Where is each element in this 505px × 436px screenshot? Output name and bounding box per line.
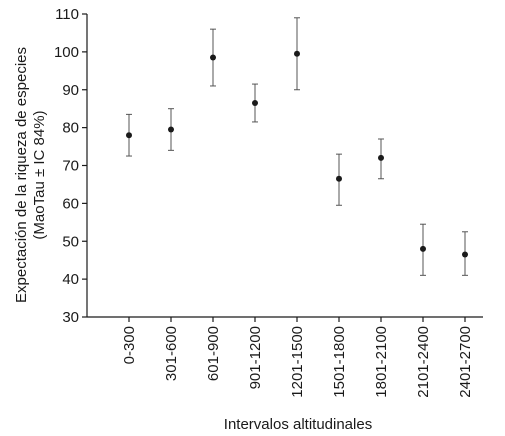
x-tick-label: 0-300 <box>121 326 138 364</box>
y-axis-title-line2: (MaoTau ± IC 84%) <box>31 110 48 239</box>
data-point <box>462 251 468 258</box>
x-tick-label: 2101-2400 <box>415 326 432 398</box>
data-point <box>210 54 216 61</box>
data-point <box>126 132 132 139</box>
x-tick-label: 901-1200 <box>247 326 264 389</box>
y-tick-label: 100 <box>54 44 79 61</box>
data-marks <box>126 17 468 276</box>
y-tick-label: 90 <box>62 82 79 99</box>
y-tick-label: 30 <box>62 309 79 326</box>
data-point <box>294 50 300 57</box>
data-point <box>420 245 426 252</box>
y-tick-label: 70 <box>62 158 79 175</box>
y-tick-label: 50 <box>62 233 79 250</box>
y-tick-label: 80 <box>62 120 79 137</box>
x-axis-ticks: 0-300 301-600 601-900 901-1200 1201-1500 1501… <box>121 317 474 398</box>
y-tick-label: 40 <box>62 271 79 288</box>
data-point <box>168 126 174 133</box>
x-tick-label: 601-900 <box>205 326 222 381</box>
data-point <box>378 154 384 161</box>
x-tick-label: 1501-1800 <box>331 326 348 398</box>
y-axis-ticks: 30 40 50 60 70 80 90 100 110 <box>54 6 87 326</box>
data-point <box>336 175 342 182</box>
x-tick-label: 2401-2700 <box>457 326 474 398</box>
y-axis-title-line1: Expectación de la riqueza de especies <box>13 47 30 303</box>
y-tick-label: 110 <box>55 6 79 23</box>
data-point <box>252 100 258 107</box>
x-axis-title: Intervalos altitudinales <box>224 416 372 433</box>
x-tick-label: 1201-1500 <box>289 326 306 398</box>
x-tick-label: 301-600 <box>163 326 180 381</box>
y-tick-label: 60 <box>62 195 79 212</box>
x-tick-label: 1801-2100 <box>373 326 390 398</box>
